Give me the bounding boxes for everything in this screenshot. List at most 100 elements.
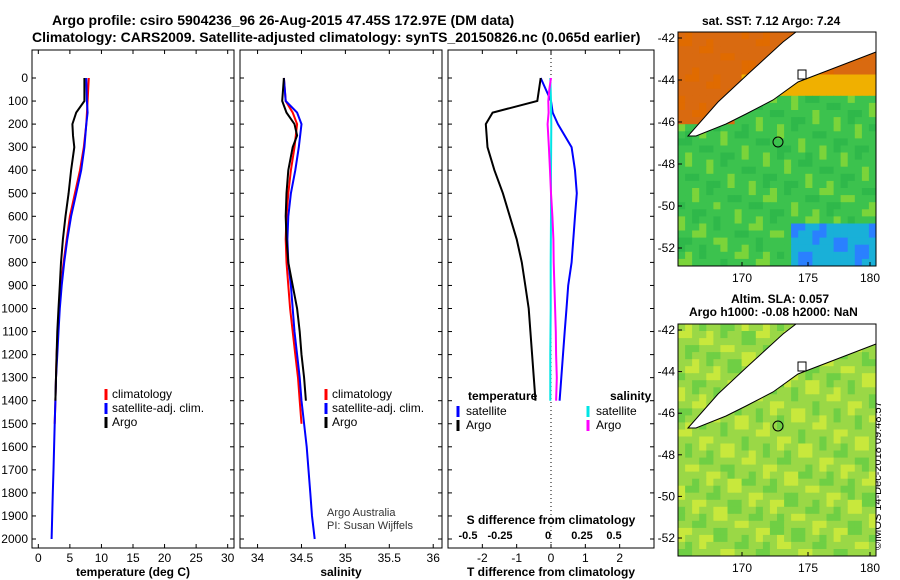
- x-tick-label: 0: [35, 551, 42, 565]
- map-cell: [685, 152, 693, 161]
- map-cell: [819, 450, 827, 458]
- map-cell: [833, 145, 842, 154]
- map-cell: [727, 209, 736, 217]
- map-cell: [748, 324, 757, 332]
- map-cell: [699, 46, 707, 54]
- map-cell: [861, 102, 870, 111]
- map-cell: [847, 387, 856, 395]
- map-cell: [720, 145, 728, 154]
- map-cell: [734, 202, 743, 210]
- map-cell: [720, 324, 728, 332]
- map-cell: [805, 251, 813, 260]
- map-cell: [826, 457, 835, 466]
- map-cell: [777, 506, 785, 515]
- map-cell: [847, 527, 856, 536]
- map-cell: [678, 520, 686, 529]
- map-cell: [805, 117, 813, 125]
- x-tick-label: 34.5: [290, 551, 314, 565]
- map-cell: [812, 457, 820, 466]
- map-cell: [713, 429, 721, 437]
- map-cell: [692, 380, 700, 388]
- map-cell: [727, 436, 736, 444]
- map-cell: [727, 345, 736, 353]
- map-cell: [678, 237, 686, 246]
- map-cell: [713, 159, 721, 168]
- map-cell: [678, 195, 686, 203]
- map-cell: [868, 152, 877, 161]
- map-cell: [769, 443, 778, 451]
- map-cell: [678, 67, 686, 76]
- map-cell: [769, 188, 778, 196]
- map-cell: [854, 513, 863, 522]
- map-cell: [840, 251, 849, 260]
- map-cell: [685, 237, 693, 246]
- map-cell: [734, 230, 743, 239]
- legend-label: satellite: [466, 404, 507, 418]
- map-cell: [762, 39, 771, 47]
- map-cell: [720, 188, 728, 196]
- map-cell: [861, 81, 870, 90]
- map-cell: [812, 471, 820, 480]
- map-cell: [706, 74, 714, 83]
- map-cell: [847, 429, 856, 437]
- map-cell: [861, 464, 870, 473]
- map-cell: [791, 527, 799, 536]
- map-cell: [847, 415, 856, 423]
- map-cell: [741, 39, 750, 47]
- map-cell: [833, 366, 842, 374]
- map-cell: [805, 492, 813, 501]
- map-cell: [706, 499, 714, 508]
- map-cell: [769, 124, 778, 132]
- map-cell: [861, 549, 870, 557]
- map-cell: [805, 499, 813, 508]
- y-tick-label: 1700: [1, 463, 28, 477]
- map-cell: [741, 436, 750, 444]
- y-tick-label: 200: [8, 117, 28, 131]
- map-cell: [762, 415, 771, 423]
- map-cell: [713, 549, 721, 557]
- map-cell: [868, 60, 877, 68]
- map-cell: [847, 166, 856, 175]
- map-cell: [868, 373, 877, 381]
- map-cell: [748, 166, 757, 175]
- map-cell: [755, 492, 764, 501]
- map-cell: [762, 188, 771, 196]
- y-tick-label: 1800: [1, 486, 28, 500]
- map-cell: [868, 422, 877, 430]
- map-cell: [692, 209, 700, 217]
- map-cell: [819, 457, 827, 466]
- map-cell: [713, 338, 721, 346]
- map-cell: [741, 138, 750, 146]
- map-cell: [727, 251, 736, 260]
- map-cell: [706, 324, 714, 332]
- series-line-1: [539, 77, 578, 401]
- map-cell: [741, 46, 750, 54]
- map-cell: [741, 180, 750, 189]
- map-cell: [727, 145, 736, 154]
- map-cell: [720, 88, 728, 97]
- map-cell: [720, 131, 728, 139]
- map-cell: [784, 492, 792, 501]
- map-cell: [748, 110, 757, 118]
- map-cell: [847, 173, 856, 182]
- map-cell: [840, 202, 849, 210]
- x-tick-label: 35.5: [378, 551, 402, 565]
- map-cell: [805, 422, 813, 430]
- map-cell: [727, 359, 736, 367]
- map-cell: [833, 138, 842, 146]
- map-cell: [692, 394, 700, 402]
- map-cell: [854, 429, 863, 437]
- map-y-tick-label: -44: [658, 365, 676, 379]
- map-cell: [741, 443, 750, 451]
- map-cell: [868, 258, 877, 267]
- map-cell: [685, 331, 693, 339]
- map-cell: [769, 408, 778, 416]
- map-cell: [798, 471, 806, 480]
- map-cell: [847, 499, 856, 508]
- map-cell: [678, 124, 686, 132]
- map-cell: [685, 527, 693, 536]
- map-cell: [706, 188, 714, 196]
- map-cell: [748, 450, 757, 458]
- map-cell: [798, 513, 806, 522]
- map-cell: [699, 74, 707, 83]
